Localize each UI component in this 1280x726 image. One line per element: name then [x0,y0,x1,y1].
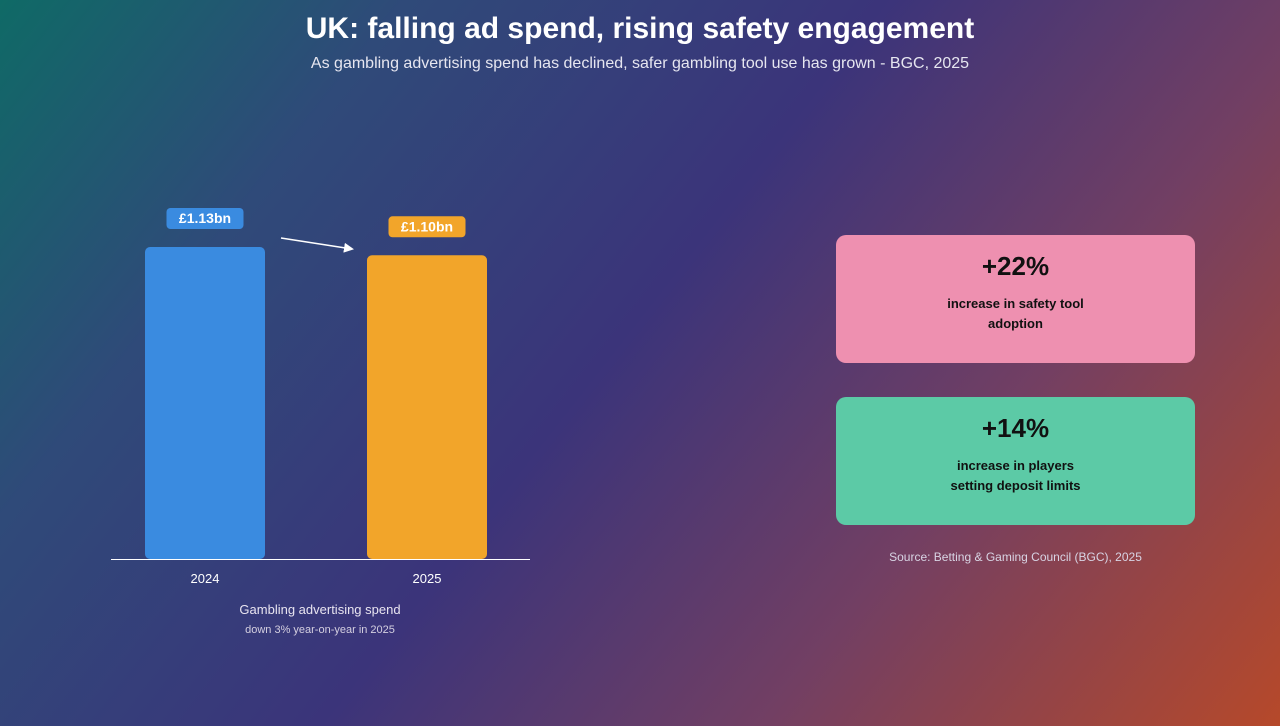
x-tick-label: 2025 [413,571,442,586]
stat-value: +14% [981,413,1050,443]
x-axis-label: Gambling advertising spend [239,602,400,617]
stat-description: increase in players setting deposit limi… [950,458,1081,493]
data-label-badge [388,216,466,238]
source-note: Source: Betting & Gaming Council (BGC), … [889,550,1142,564]
chart-subtitle: As gambling advertising spend has declin… [310,55,970,72]
stat-card-safety-tools: +22% increase in safety tool adoption [836,235,1195,363]
chart-caption: down 3% year-on-year in 2025 [245,624,395,636]
stat-card-deposit-limits: +14% increase in players setting deposit… [836,397,1195,525]
bar-chart: £1.13bn 2024 £1.10bn 2025 Gambling advertis… [145,208,487,636]
chart-title: UK: falling ad spend, rising safety enga… [305,12,975,45]
stat-description: increase in safety tool adoption [947,296,1084,331]
trend-arrow [280,237,354,253]
data-label: £1.13bn [179,210,231,226]
data-label: £1.10bn [401,218,453,234]
bar-2024 [145,247,265,559]
bar-2025 [367,255,487,559]
data-label-badge [166,208,244,229]
stat-value: +22% [981,251,1050,281]
x-tick-label: 2024 [191,571,220,586]
